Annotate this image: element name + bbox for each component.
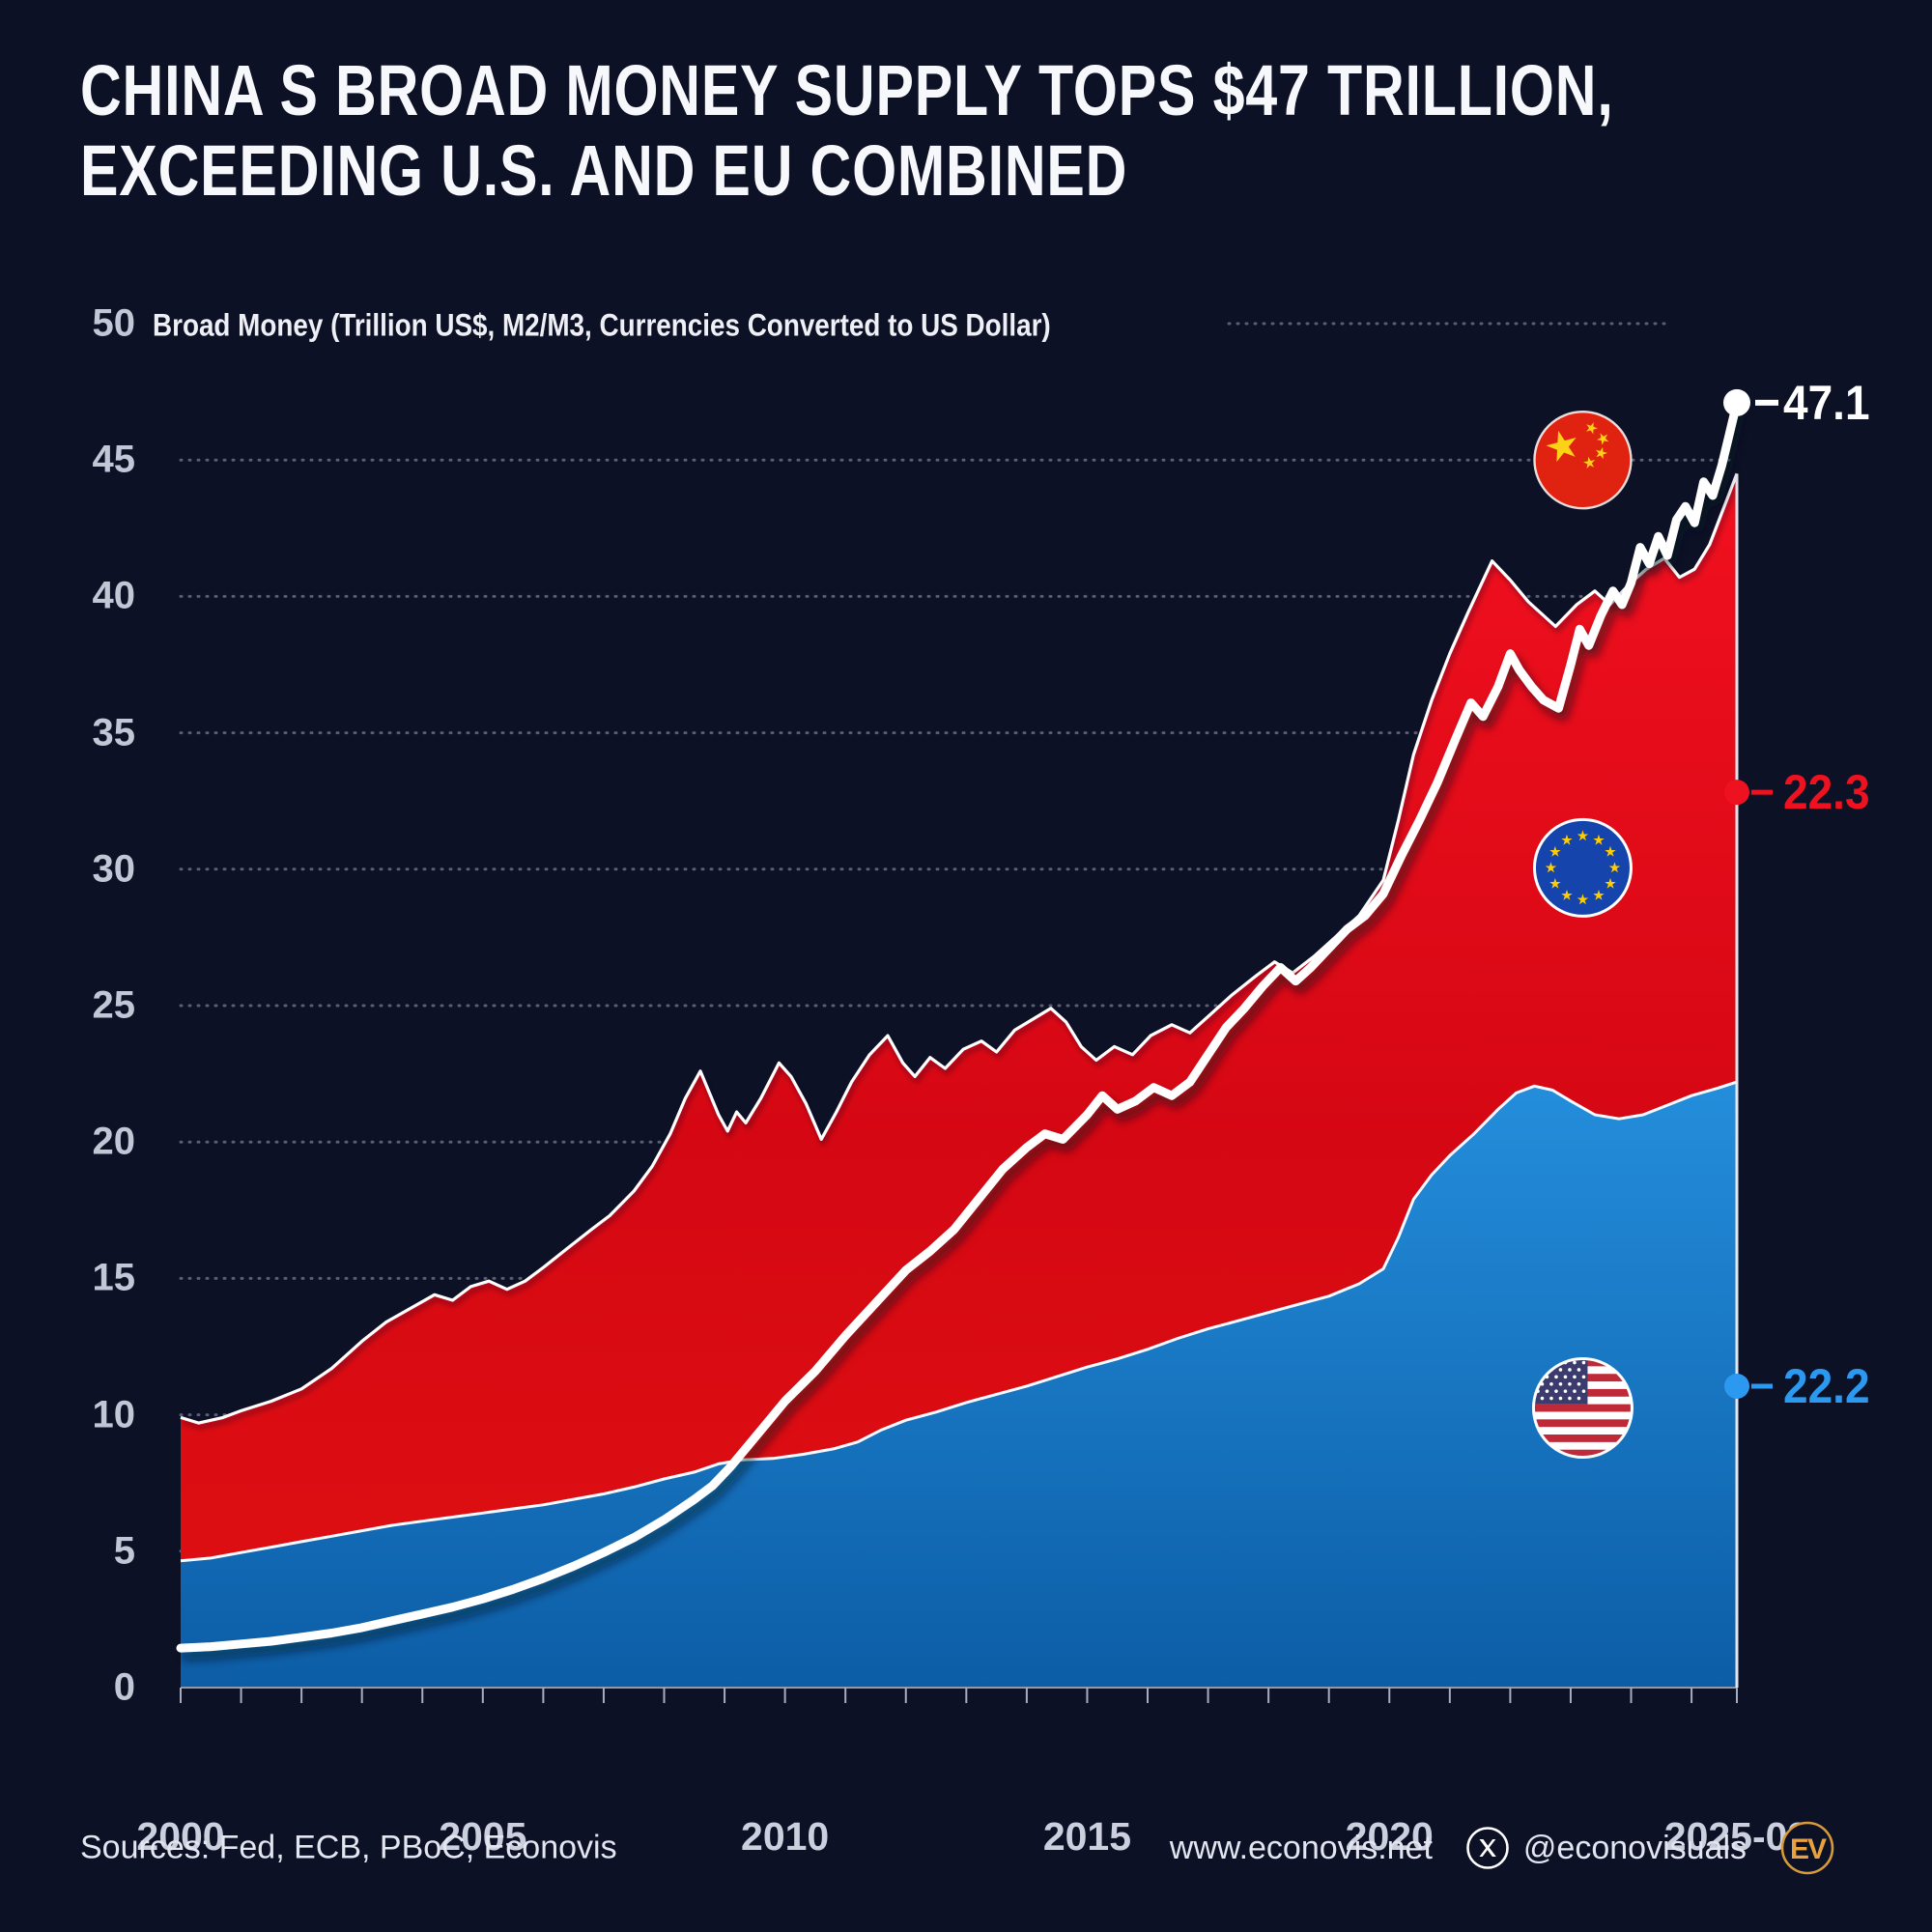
social-handle: @econovisuals bbox=[1522, 1829, 1747, 1866]
eu-area-edge bbox=[180, 472, 1739, 1425]
y-tick-label: 10 bbox=[92, 1393, 136, 1436]
y-tick-label: 5 bbox=[113, 1529, 135, 1573]
eu-area bbox=[181, 473, 1737, 1561]
footer-right: www.econovis.net @econovisuals EV bbox=[1170, 1820, 1835, 1876]
sources-text: Sources: Fed, ECB, PBoC, Econovis bbox=[80, 1829, 617, 1866]
x-tick-label: 2010 bbox=[741, 1814, 830, 1859]
x-tick-label: 2000 bbox=[136, 1814, 225, 1859]
eu-end-value-label: 22.3 bbox=[1783, 765, 1870, 820]
china-flag-icon bbox=[1533, 410, 1633, 510]
x-tick-label: 2015 bbox=[1042, 1814, 1132, 1859]
page-title-line1: CHINA S BROAD MONEY SUPPLY TOPS $47 TRIL… bbox=[80, 50, 1614, 130]
us-end-dot bbox=[1724, 1373, 1749, 1399]
y-tick-label: 45 bbox=[92, 438, 136, 481]
y-tick-label: 30 bbox=[92, 847, 136, 891]
china-line bbox=[176, 398, 1742, 1653]
x-tick-label: 2005 bbox=[439, 1814, 527, 1859]
china-end-dot bbox=[1723, 388, 1750, 416]
svg-text:EV: EV bbox=[1790, 1833, 1827, 1865]
y-tick-label: 50 bbox=[92, 301, 136, 345]
chart-subtitle: Broad Money (Trillion US$, M2/M3, Curren… bbox=[153, 307, 1051, 343]
us-flag-icon bbox=[1531, 1357, 1634, 1460]
eu-end-dot bbox=[1724, 780, 1749, 806]
us-end-value-label: 22.2 bbox=[1783, 1358, 1870, 1413]
x-tick-label: 2020 bbox=[1345, 1814, 1434, 1859]
y-tick-label: 40 bbox=[92, 574, 136, 617]
website-text: www.econovis.net bbox=[1169, 1829, 1433, 1866]
chart-canvas bbox=[176, 322, 1778, 1703]
us-area bbox=[181, 1082, 1737, 1688]
y-tick-label: 20 bbox=[92, 1120, 136, 1163]
page-title: CHINA S BROAD MONEY SUPPLY TOPS $47 TRIL… bbox=[80, 50, 1614, 211]
page-title-line2: EXCEEDING U.S. AND EU COMBINED bbox=[80, 130, 1128, 211]
social-group: @econovisuals bbox=[1465, 1826, 1747, 1870]
ev-badge-icon: EV bbox=[1780, 1821, 1834, 1875]
china-end-value-label: 47.1 bbox=[1783, 375, 1870, 430]
x-logo-icon bbox=[1466, 1827, 1509, 1869]
y-tick-label: 35 bbox=[92, 711, 136, 754]
us-area-edge bbox=[180, 1080, 1738, 1563]
eu-flag-icon bbox=[1532, 817, 1633, 918]
y-tick-label: 0 bbox=[113, 1665, 135, 1709]
y-tick-label: 25 bbox=[92, 983, 136, 1027]
y-tick-label: 15 bbox=[92, 1256, 136, 1299]
